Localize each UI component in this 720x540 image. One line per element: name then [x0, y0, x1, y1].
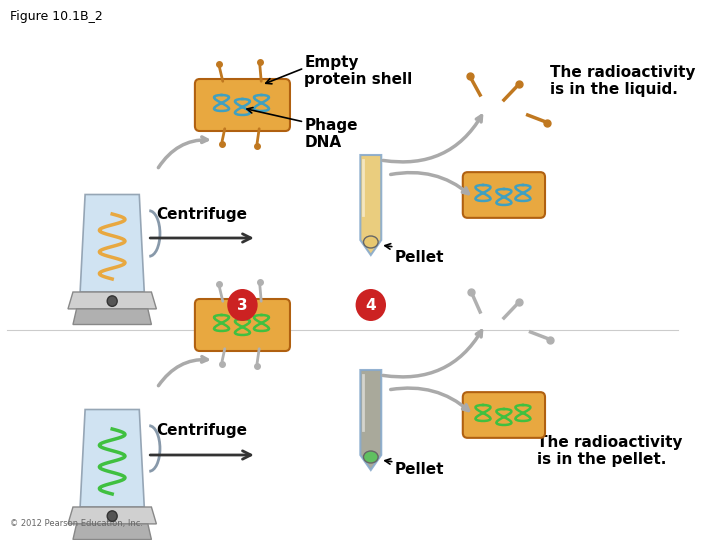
- Circle shape: [228, 289, 258, 321]
- Text: Pellet: Pellet: [395, 462, 444, 477]
- Text: The radioactivity
is in the pellet.: The radioactivity is in the pellet.: [537, 435, 683, 468]
- Ellipse shape: [364, 236, 378, 248]
- Polygon shape: [80, 194, 144, 292]
- Polygon shape: [68, 507, 156, 524]
- Polygon shape: [73, 524, 151, 539]
- Polygon shape: [80, 409, 144, 507]
- Circle shape: [356, 289, 386, 321]
- Text: Empty
protein shell: Empty protein shell: [305, 55, 413, 87]
- FancyBboxPatch shape: [463, 392, 545, 438]
- Text: Figure 10.1B_2: Figure 10.1B_2: [9, 10, 102, 23]
- Text: 3: 3: [237, 298, 248, 313]
- Text: 4: 4: [366, 298, 376, 313]
- Text: Phage
DNA: Phage DNA: [305, 118, 358, 151]
- Text: Centrifuge: Centrifuge: [156, 423, 247, 438]
- Circle shape: [107, 296, 117, 306]
- Text: © 2012 Pearson Education, Inc.: © 2012 Pearson Education, Inc.: [9, 519, 143, 528]
- FancyBboxPatch shape: [195, 299, 290, 351]
- Polygon shape: [68, 292, 156, 309]
- FancyBboxPatch shape: [195, 79, 290, 131]
- Polygon shape: [73, 309, 151, 325]
- Ellipse shape: [364, 451, 378, 463]
- Circle shape: [107, 511, 117, 521]
- Polygon shape: [360, 370, 382, 470]
- FancyBboxPatch shape: [463, 172, 545, 218]
- Text: The radioactivity
is in the liquid.: The radioactivity is in the liquid.: [549, 65, 695, 97]
- Text: Centrifuge: Centrifuge: [156, 207, 247, 222]
- Polygon shape: [360, 155, 382, 255]
- Text: Pellet: Pellet: [395, 250, 444, 265]
